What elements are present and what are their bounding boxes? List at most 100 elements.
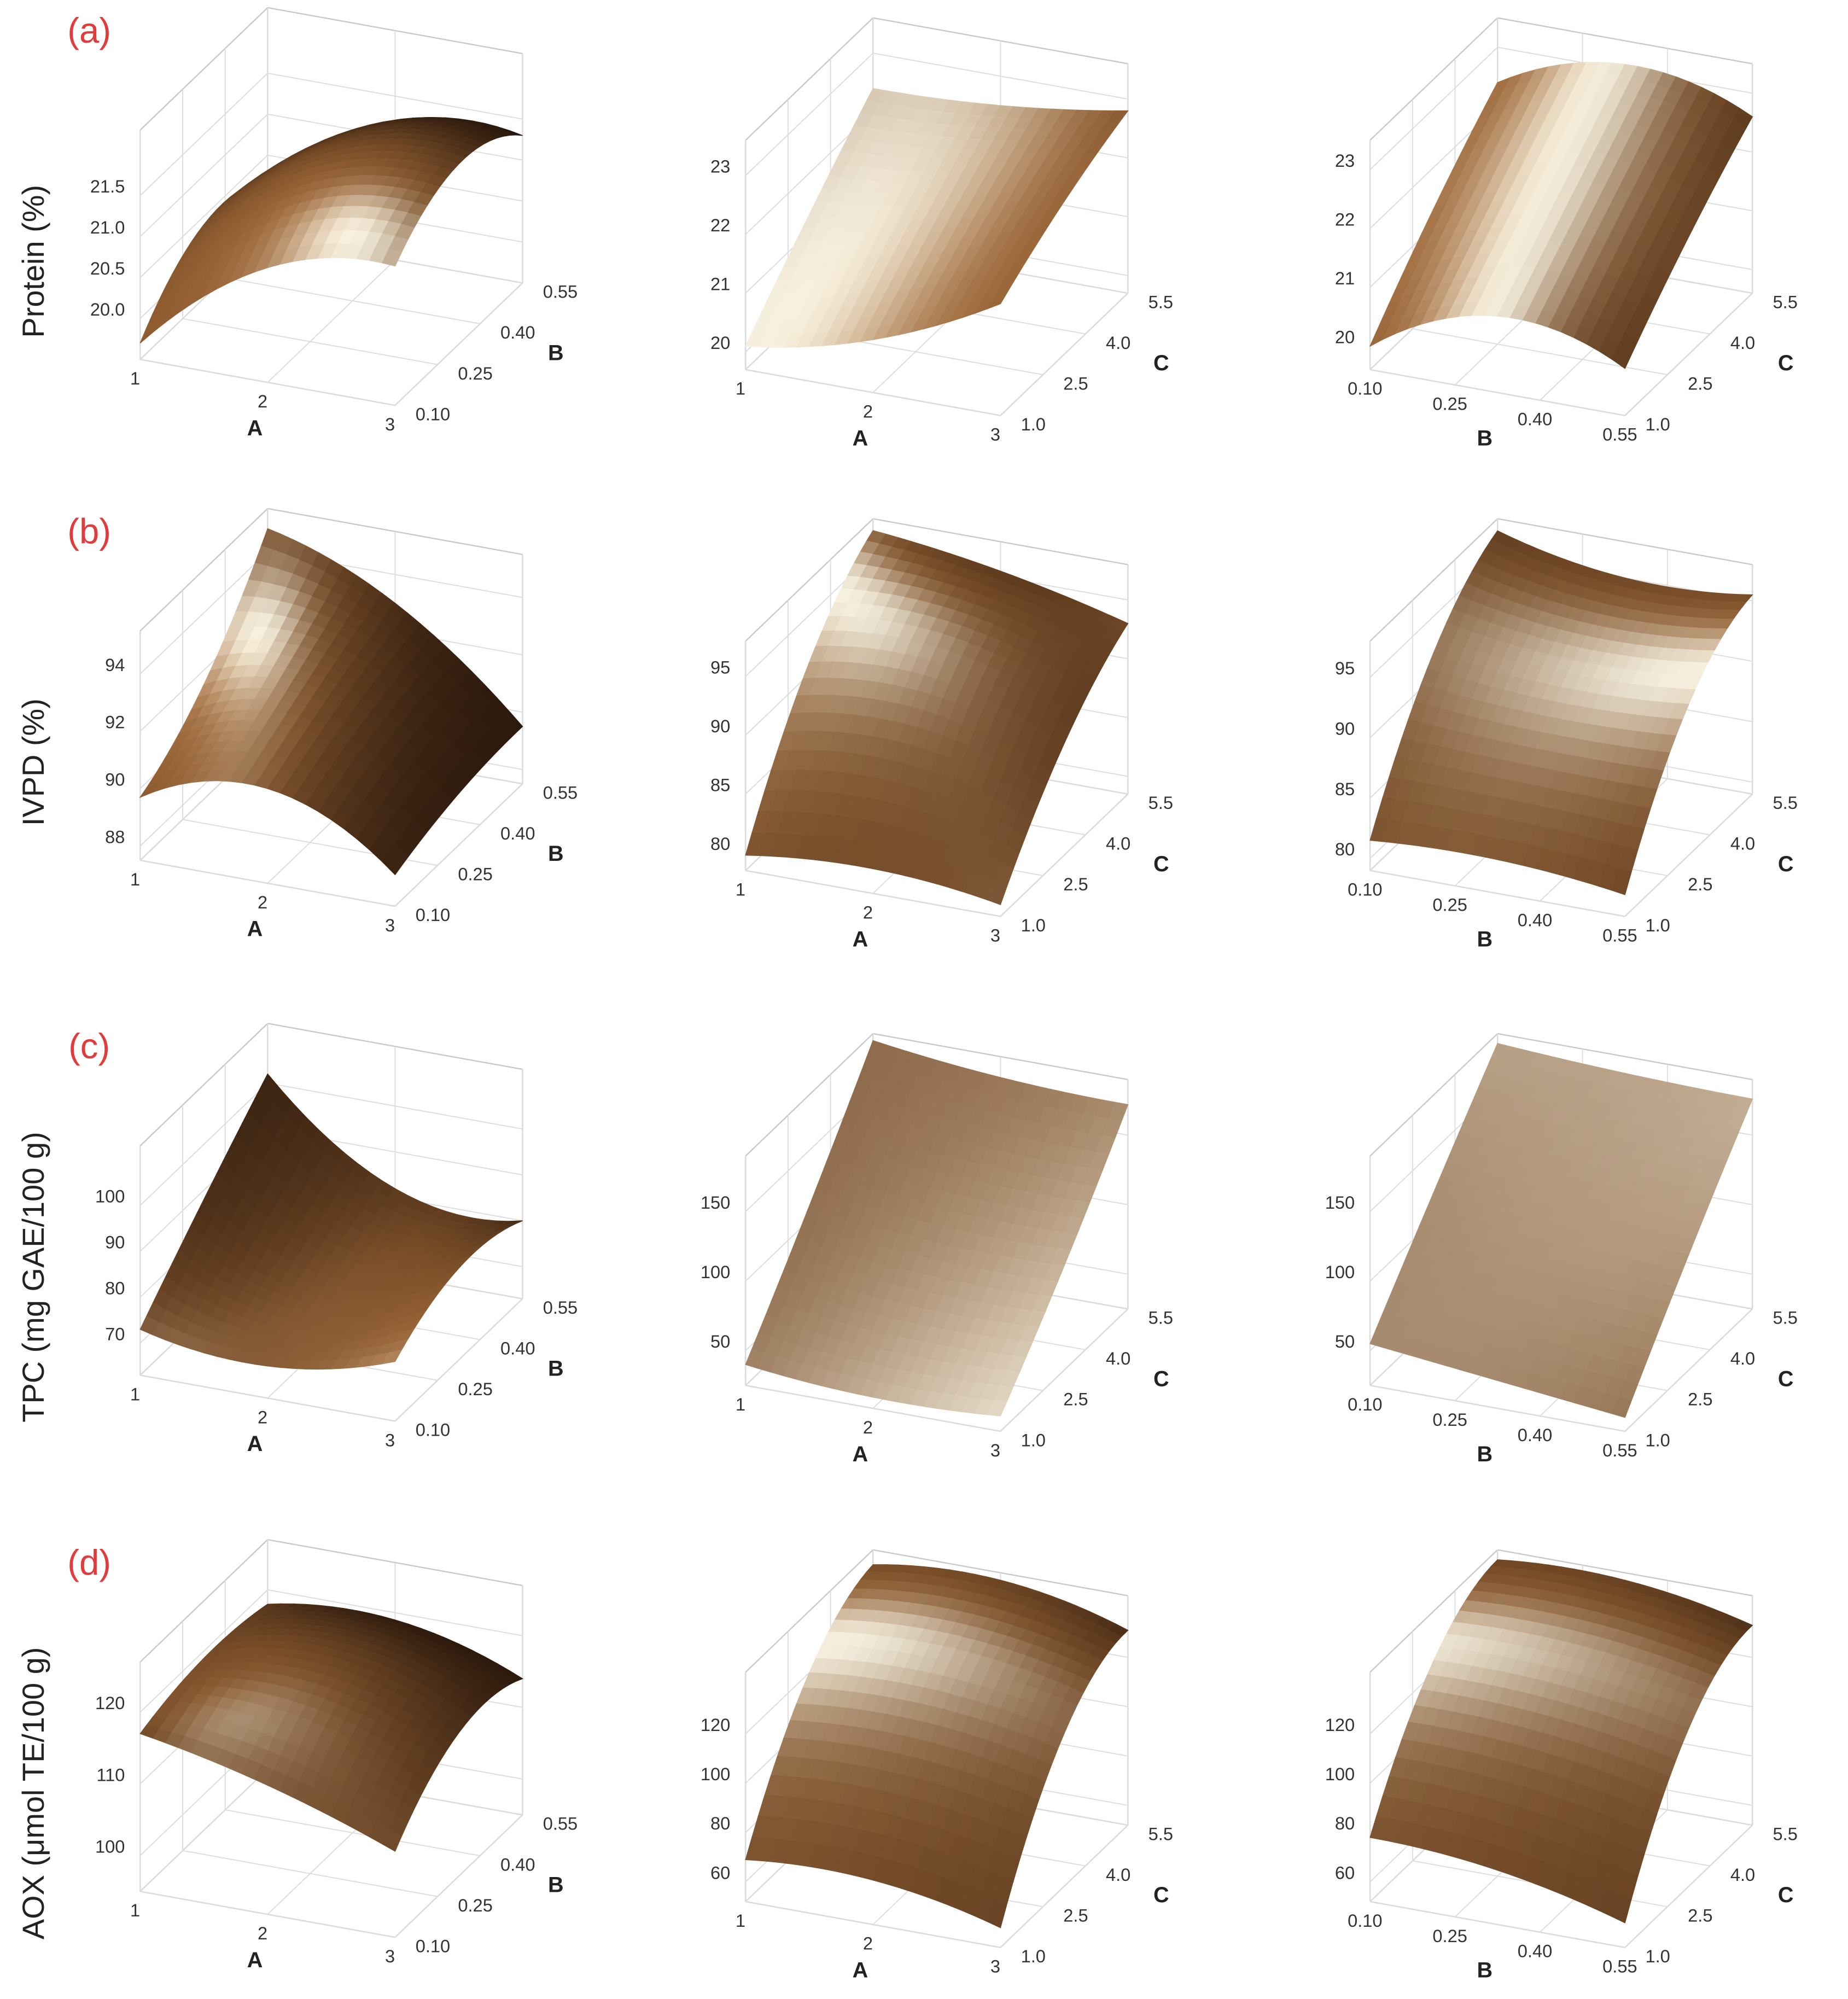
grid-line bbox=[140, 1374, 395, 1422]
y-axis-label: C bbox=[1153, 852, 1169, 876]
x-tick-label: 2 bbox=[258, 391, 267, 411]
y-tick-label: 0.55 bbox=[543, 1297, 578, 1318]
x-axis-label: B bbox=[1477, 426, 1493, 450]
y-axis-label: C bbox=[1778, 1367, 1794, 1391]
z-tick-label: 150 bbox=[701, 1192, 730, 1213]
z-tick-label: 60 bbox=[710, 1862, 730, 1883]
z-tick-label: 90 bbox=[105, 1232, 125, 1252]
x-tick-label: 3 bbox=[385, 1946, 395, 1966]
x-axis-label: A bbox=[853, 927, 868, 951]
y-axis-label: C bbox=[1778, 351, 1794, 375]
grid-line bbox=[140, 1891, 395, 1938]
y-tick-label: 0.55 bbox=[543, 1814, 578, 1834]
x-tick-label: 2 bbox=[258, 1923, 267, 1943]
surface-patch bbox=[382, 248, 403, 267]
z-tick-label: 20.0 bbox=[90, 299, 125, 319]
z-tick-label: 92 bbox=[105, 712, 125, 732]
z-tick-label: 20 bbox=[1335, 327, 1355, 347]
x-axis-label: A bbox=[247, 1432, 263, 1456]
y-axis-label: B bbox=[548, 1873, 564, 1897]
x-tick-label: 3 bbox=[990, 1956, 1000, 1977]
z-tick-label: 21.0 bbox=[90, 217, 125, 237]
z-tick-label: 21.5 bbox=[90, 176, 125, 196]
x-tick-label: 2 bbox=[863, 401, 873, 422]
x-axis-label: A bbox=[247, 917, 263, 941]
grid-line bbox=[140, 359, 395, 406]
grid-line bbox=[225, 277, 480, 324]
grid-line bbox=[182, 1850, 438, 1897]
x-axis-label: A bbox=[853, 426, 868, 450]
z-tick-label: 50 bbox=[1335, 1331, 1355, 1351]
y-tick-label: 2.5 bbox=[1063, 373, 1088, 393]
z-tick-label: 20.5 bbox=[90, 258, 125, 278]
y-tick-label: 0.55 bbox=[543, 282, 578, 302]
y-axis-label: C bbox=[1153, 351, 1169, 375]
z-tick-label: 85 bbox=[710, 774, 730, 795]
y-tick-label: 1.0 bbox=[1645, 1430, 1670, 1450]
grid-line bbox=[1000, 293, 1129, 416]
z-tick-label: 100 bbox=[1325, 1262, 1355, 1282]
x-tick-label: 1 bbox=[130, 869, 140, 889]
z-tick-label: 100 bbox=[95, 1836, 125, 1856]
x-tick-label: 1 bbox=[736, 1910, 745, 1931]
z-tick-label: 21 bbox=[1335, 268, 1355, 288]
z-tick-label: 50 bbox=[710, 1331, 730, 1351]
y-tick-label: 4.0 bbox=[1106, 333, 1130, 353]
y-tick-label: 0.40 bbox=[500, 823, 535, 843]
x-tick-label: 0.25 bbox=[1432, 895, 1467, 915]
y-tick-label: 4.0 bbox=[1730, 1348, 1755, 1368]
z-tick-label: 20 bbox=[710, 333, 730, 353]
grid-line bbox=[139, 114, 269, 237]
panel-label: (d) bbox=[67, 1542, 111, 1582]
x-tick-label: 3 bbox=[990, 925, 1000, 945]
z-tick-label: 120 bbox=[701, 1715, 730, 1735]
x-tick-label: 0.40 bbox=[1518, 1425, 1552, 1445]
x-tick-label: 2 bbox=[258, 892, 267, 912]
z-axis-label: AOX (μmol TE/100 g) bbox=[16, 1647, 50, 1940]
z-tick-label: 80 bbox=[710, 1813, 730, 1833]
x-axis-label: B bbox=[1477, 1442, 1493, 1466]
x-tick-label: 2 bbox=[863, 1933, 873, 1954]
z-tick-label: 94 bbox=[105, 655, 125, 675]
x-tick-label: 0.10 bbox=[1348, 378, 1382, 399]
grid-line bbox=[1369, 1901, 1625, 1948]
x-tick-label: 0.25 bbox=[1432, 394, 1467, 414]
z-tick-label: 22 bbox=[710, 215, 730, 235]
x-tick-label: 3 bbox=[385, 1430, 395, 1450]
box-edge bbox=[745, 17, 874, 141]
x-tick-label: 0.55 bbox=[1602, 1440, 1637, 1460]
grid-line bbox=[182, 318, 438, 365]
grid-line bbox=[394, 282, 523, 406]
y-tick-label: 5.5 bbox=[1149, 292, 1173, 312]
y-tick-label: 4.0 bbox=[1106, 834, 1130, 854]
panel-label: (a) bbox=[67, 10, 111, 50]
x-axis-label: A bbox=[247, 1948, 263, 1972]
box-edge bbox=[1369, 17, 1498, 141]
x-tick-label: 1 bbox=[130, 1900, 140, 1920]
y-tick-label: 0.25 bbox=[458, 363, 492, 383]
y-tick-label: 0.10 bbox=[416, 1936, 450, 1956]
x-tick-label: 1 bbox=[130, 368, 140, 388]
grid-line bbox=[394, 783, 523, 907]
y-tick-label: 5.5 bbox=[1149, 1823, 1173, 1844]
y-tick-label: 1.0 bbox=[1021, 915, 1046, 935]
z-tick-label: 120 bbox=[95, 1693, 125, 1713]
y-axis-label: B bbox=[548, 842, 564, 866]
y-tick-label: 0.40 bbox=[500, 322, 535, 342]
y-tick-label: 0.10 bbox=[416, 404, 450, 424]
y-tick-label: 2.5 bbox=[1063, 1389, 1088, 1409]
x-tick-label: 3 bbox=[385, 414, 395, 434]
x-tick-label: 1 bbox=[736, 378, 745, 399]
z-axis-label: TPC (mg GAE/100 g) bbox=[16, 1132, 50, 1422]
z-tick-label: 95 bbox=[710, 657, 730, 677]
box-edge bbox=[139, 7, 269, 131]
y-tick-label: 0.10 bbox=[416, 1420, 450, 1440]
surface-plot: 1230.100.250.400.5520.020.521.021.5ABPro… bbox=[16, 7, 578, 440]
